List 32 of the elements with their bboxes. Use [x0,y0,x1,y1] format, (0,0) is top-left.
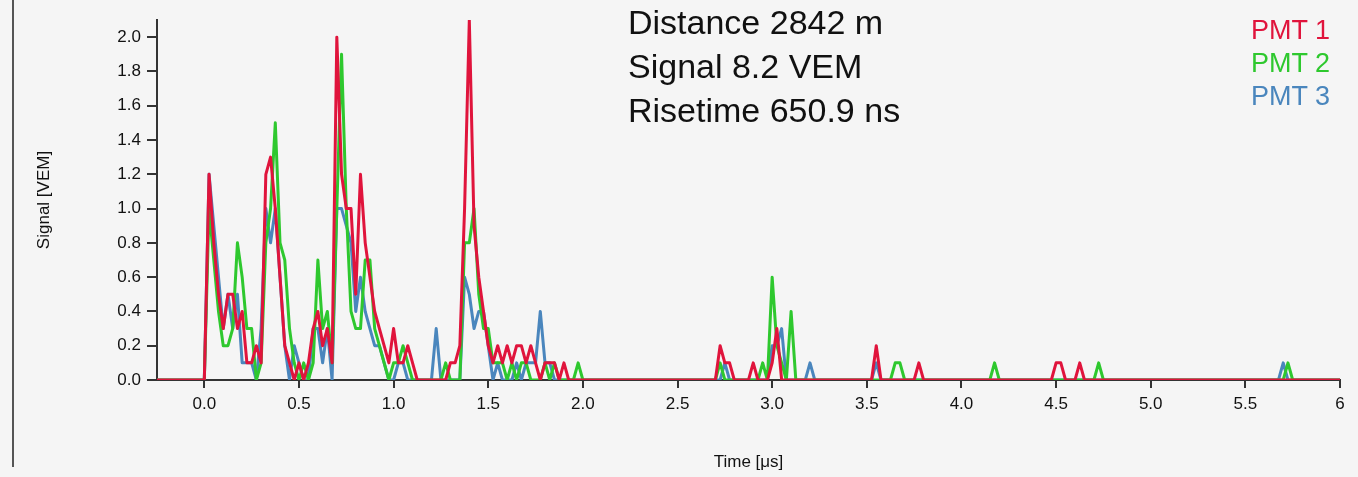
y-tick-label: 1.4 [117,129,141,149]
y-tick-label: 0.8 [117,232,141,252]
x-tick-label: 2.5 [665,393,690,413]
y-tick-label: 2.0 [117,26,141,46]
x-tick-label: 0.5 [287,393,311,413]
x-tick-label: 4.5 [1044,393,1068,413]
x-axis-title: Time [μs] [713,452,784,472]
x-tick-label: 0.0 [192,393,217,413]
x-tick-label: 5.5 [1233,393,1258,413]
x-tick-label: 3.5 [854,393,879,413]
annotation: Risetime 650.9 ns [628,90,901,131]
annotation: Signal 8.2 VEM [628,46,864,87]
text: PMT 2 [1250,47,1330,80]
y-tick-label: 0.6 [117,266,141,286]
x-tick-label: 5.0 [1138,393,1163,413]
y-tick-label: 1.8 [117,61,141,81]
y-tick-label: 0.2 [117,335,141,355]
y-tick-label: 0.0 [117,369,141,389]
x-tick-label: 1.5 [476,393,501,413]
x-tick-label: 1.0 [381,393,406,413]
x-tick-label: 3.0 [760,393,784,413]
x-tick-label: 6 [1335,393,1345,413]
y-tick-label: 0.4 [117,301,141,321]
text: PMT 1 [1250,14,1330,47]
y-tick-label: 1.2 [117,163,141,183]
x-tick-label: 4.0 [949,393,974,413]
annotation: Distance 2842 m [628,2,885,43]
y-axis-title: Signal [VEM] [33,150,53,250]
y-tick-label: 1.0 [117,198,141,218]
text: PMT 3 [1250,80,1330,113]
x-tick-label: 2.0 [571,393,595,413]
y-tick-label: 1.6 [117,95,141,115]
